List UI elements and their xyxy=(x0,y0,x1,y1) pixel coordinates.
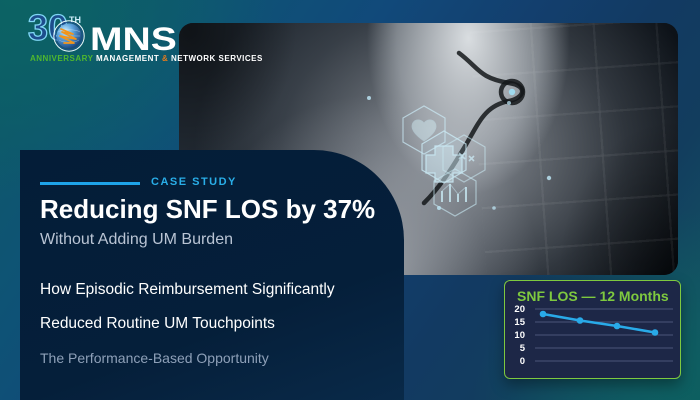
svg-text:10: 10 xyxy=(514,330,525,341)
svg-text:5: 5 xyxy=(520,343,526,354)
svg-text:20: 20 xyxy=(514,304,525,315)
svg-text:15: 15 xyxy=(514,317,525,328)
svg-text:0: 0 xyxy=(520,356,525,367)
